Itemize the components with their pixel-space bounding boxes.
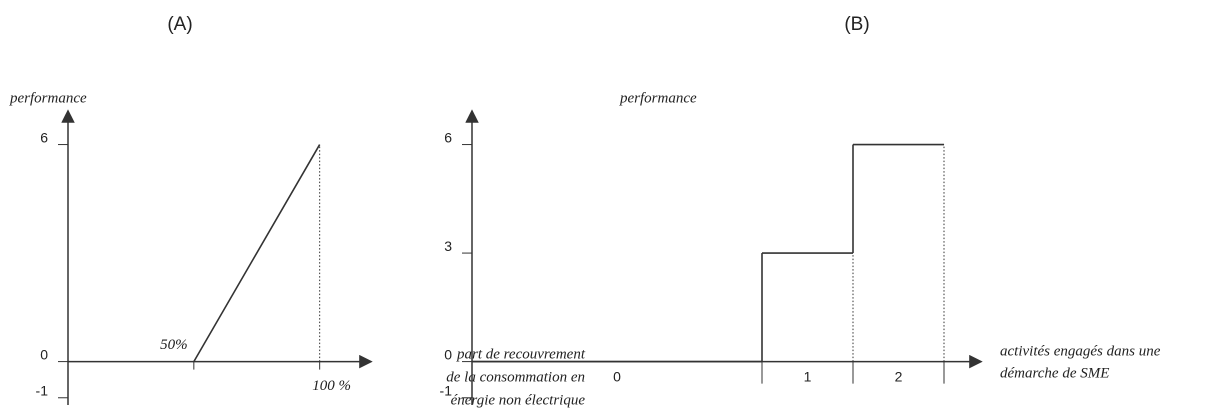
- y-axis-label: performance: [9, 90, 87, 106]
- x-axis-label: de la consommation en: [446, 369, 585, 385]
- x-axis-label: énergie non électrique: [451, 392, 586, 408]
- chart-title: (A): [167, 14, 192, 35]
- x-tick-label: 50%: [160, 337, 188, 353]
- y-axis-label: performance: [619, 90, 697, 106]
- x-tick-label: 0: [613, 368, 621, 384]
- chart-title: (B): [844, 14, 869, 35]
- x-tick-label: 100 %: [312, 378, 351, 394]
- x-axis-label: activités engagés dans une: [1000, 343, 1161, 359]
- y-tick-label: 3: [444, 238, 452, 254]
- x-axis-label: part de recouvrement: [456, 346, 586, 362]
- data-line: [193, 144, 321, 362]
- y-tick-label: 0: [40, 346, 48, 362]
- y-tick-label: 0: [444, 346, 452, 362]
- x-tick-label: 2: [895, 368, 903, 384]
- y-tick-label: -1: [440, 382, 453, 398]
- y-tick-label: 6: [444, 129, 452, 145]
- y-tick-label: 6: [40, 129, 48, 145]
- y-tick-label: -1: [36, 382, 49, 398]
- x-axis-label: démarche de SME: [1000, 365, 1109, 381]
- x-tick-label: 1: [804, 368, 812, 384]
